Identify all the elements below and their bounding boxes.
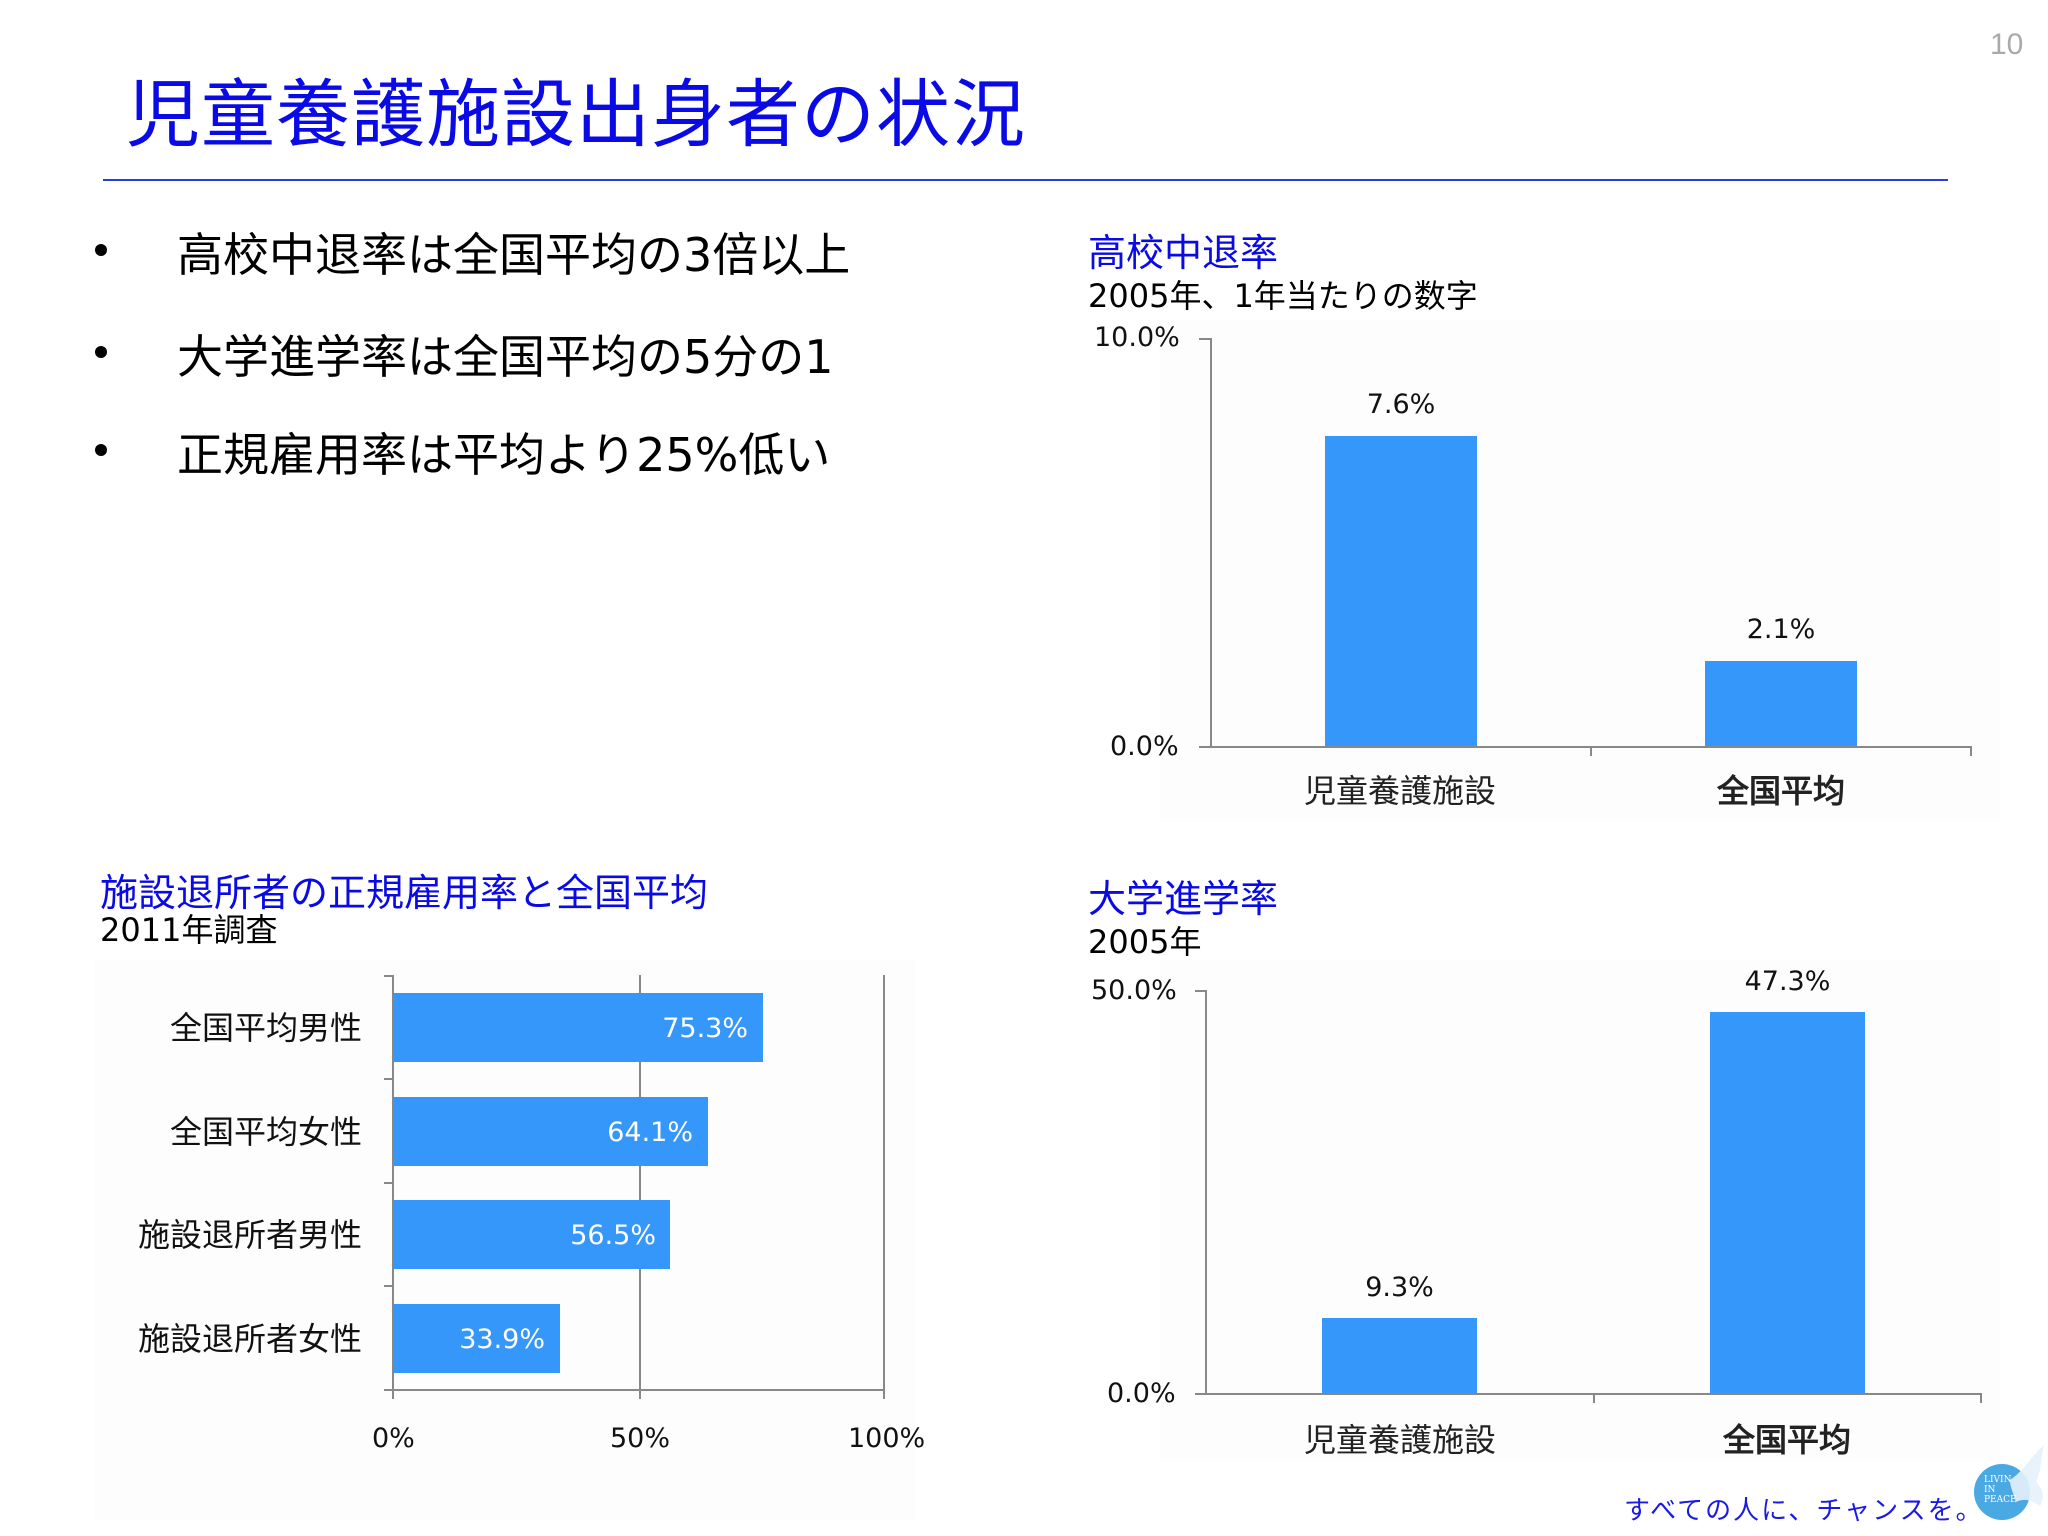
bar-value-label: 64.1% [607, 1117, 693, 1148]
page-title: 児童養護施設出身者の状況 [126, 72, 1026, 158]
y-axis-tick [384, 975, 393, 977]
y-tick-label: 10.0% [1094, 322, 1180, 353]
hbar-leavers-female [393, 1304, 560, 1373]
x-axis-tick [1980, 1393, 1982, 1403]
bar-value-label: 9.3% [1365, 1272, 1434, 1303]
gridline-50 [639, 975, 641, 1389]
y-axis [1205, 990, 1207, 1394]
y-axis-tick [384, 1078, 393, 1080]
footer-slogan: すべての人に、チャンスを。 [1624, 1496, 1984, 1526]
chart-title: 大学進学率 [1088, 877, 1279, 921]
svg-text:IN: IN [1984, 1485, 1996, 1495]
x-axis-tick [1970, 746, 1972, 756]
x-tick-label: 50% [610, 1423, 671, 1454]
gridline-100 [883, 975, 885, 1389]
bar-children-home [1325, 436, 1477, 746]
y-axis-tick [1199, 338, 1211, 340]
x-tick-label: 0% [372, 1423, 415, 1454]
x-axis [1199, 746, 1971, 748]
bar-value-label: 75.3% [662, 1013, 748, 1044]
y-axis-tick [1195, 990, 1206, 992]
bullet-dot-icon [95, 244, 107, 256]
chart-title: 高校中退率 [1088, 231, 1279, 275]
bar-value-label: 7.6% [1366, 389, 1436, 420]
svg-text:PEACE: PEACE [1984, 1495, 2017, 1505]
chart-area [1160, 960, 2000, 1460]
bullet-text: 正規雇用率は平均より25%低い [177, 428, 831, 482]
title-divider [103, 179, 1948, 181]
y-axis-tick [384, 1182, 393, 1184]
category-label: 児童養護施設 [1303, 1421, 1496, 1459]
x-axis-tick [883, 1389, 885, 1399]
bar-national-average [1710, 1012, 1865, 1393]
hbar-national-female [393, 1097, 708, 1166]
chart-subtitle: 2005年、1年当たりの数字 [1088, 277, 1478, 315]
chart-subtitle: 2005年 [1088, 923, 1202, 961]
y-tick-label: 0.0% [1107, 1378, 1176, 1409]
bar-value-label: 2.1% [1746, 614, 1816, 645]
category-label: 施設退所者男性 [137, 1216, 362, 1254]
svg-text:LIVIN: LIVIN [1984, 1475, 2012, 1485]
y-tick-label: 0.0% [1110, 731, 1179, 762]
bar-children-home [1322, 1318, 1477, 1393]
page-number: 10 [1990, 28, 2024, 61]
category-label: 全国平均男性 [169, 1009, 362, 1047]
chart-title: 施設退所者の正規雇用率と全国平均 [100, 871, 709, 915]
hbar-leavers-male [393, 1200, 670, 1269]
category-label: 児童養護施設 [1303, 772, 1496, 810]
y-axis [1210, 338, 1212, 748]
living-in-peace-logo: LIVIN IN PEACE [1970, 1440, 2048, 1530]
x-axis-tick [392, 1389, 394, 1399]
bar-national-average [1705, 661, 1857, 746]
x-tick-label: 100% [848, 1423, 926, 1454]
x-axis [384, 1389, 885, 1391]
dove-globe-icon: LIVIN IN PEACE [1974, 1445, 2044, 1520]
bullet-text: 大学進学率は全国平均の5分の1 [177, 330, 834, 384]
bullet-dot-icon [95, 444, 107, 456]
chart-subtitle: 2011年調査 [100, 911, 278, 949]
hbar-national-male [393, 993, 763, 1062]
category-label: 全国平均女性 [169, 1113, 362, 1151]
y-axis [392, 975, 394, 1390]
category-label: 施設退所者女性 [137, 1320, 362, 1358]
x-axis-tick [1590, 746, 1592, 756]
x-axis-tick [639, 1389, 641, 1399]
x-axis-tick [1593, 1393, 1595, 1403]
x-axis [1195, 1393, 1981, 1395]
bar-value-label: 56.5% [570, 1220, 656, 1251]
bar-value-label: 33.9% [459, 1324, 545, 1355]
category-label: 全国平均 [1716, 772, 1845, 810]
category-label: 全国平均 [1722, 1421, 1851, 1459]
bar-value-label: 47.3% [1744, 966, 1831, 997]
bullet-text: 高校中退率は全国平均の3倍以上 [177, 228, 851, 282]
chart-area [1160, 320, 2000, 820]
y-tick-label: 50.0% [1091, 975, 1177, 1006]
bullet-dot-icon [95, 346, 107, 358]
y-axis-tick [384, 1285, 393, 1287]
